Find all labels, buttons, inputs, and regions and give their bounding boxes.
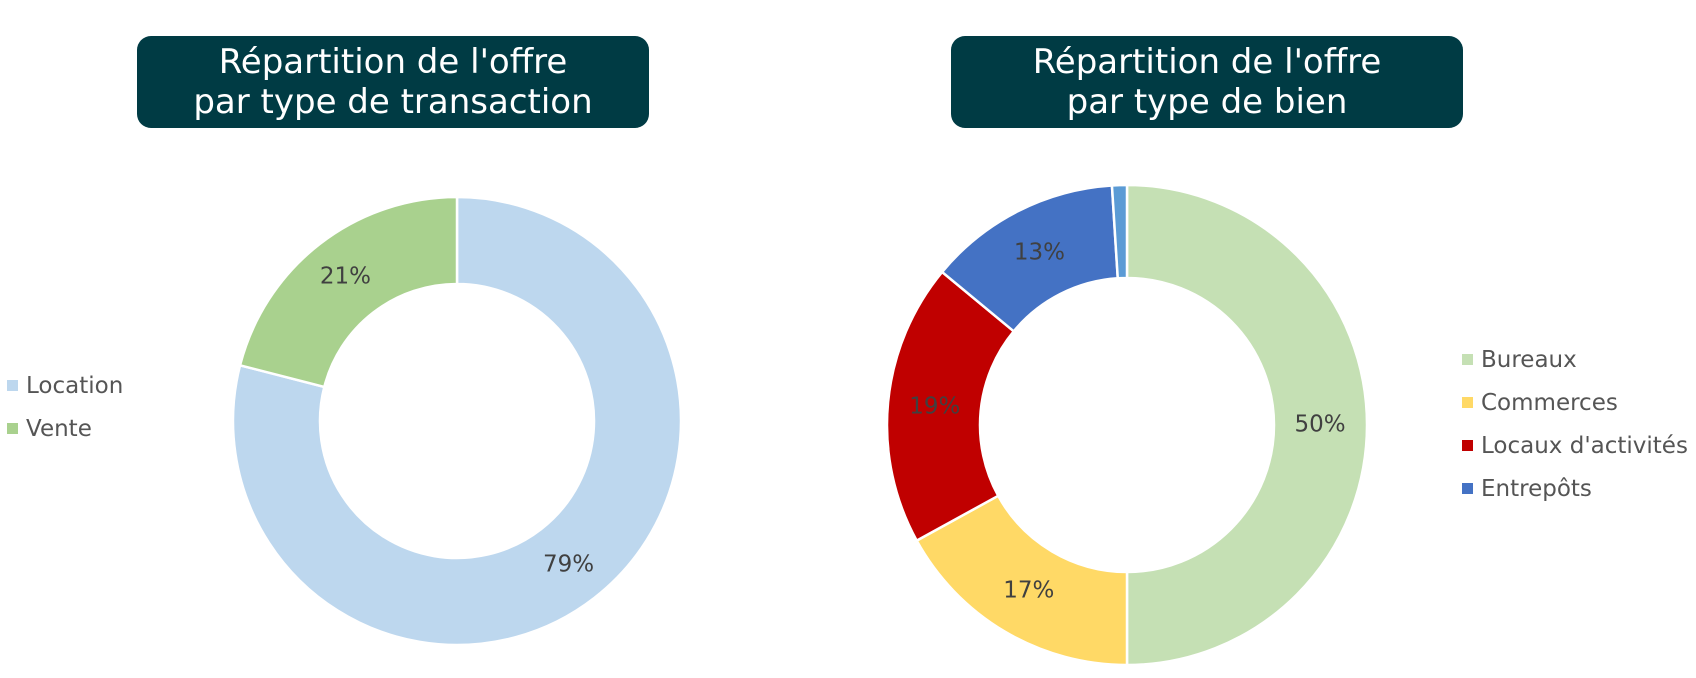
chart1-data-label-vente: 21% (320, 264, 371, 290)
chart2-data-label-locaux-d-activites: 19% (909, 393, 960, 419)
chart1-title-line1: Répartition de l'offre (218, 42, 568, 82)
chart1-slice-location (231, 195, 683, 647)
chart2-legend-label: Locaux d'activités (1481, 432, 1688, 459)
chart1-legend-swatch (7, 423, 18, 434)
chart1-legend-swatch (7, 380, 18, 391)
chart2-legend-swatch (1462, 354, 1473, 365)
chart2-legend-item-bureaux: Bureaux (1462, 338, 1688, 381)
chart1-title: Répartition de l'offre par type de trans… (137, 36, 649, 128)
chart1-legend-label: Location (26, 372, 124, 399)
chart1-slice-vente (238, 195, 459, 389)
chart2-slice-other (1110, 183, 1129, 280)
chart2-title-line2: par type de bien (1066, 82, 1348, 122)
chart1-legend-item-vente: Vente (7, 407, 123, 450)
chart1-legend: Location Vente (7, 364, 123, 450)
chart2-legend-item-entrepots: Entrepôts (1462, 467, 1688, 510)
chart1-legend-item-location: Location (7, 364, 123, 407)
chart2-legend-swatch (1462, 397, 1473, 408)
chart2-legend-label: Bureaux (1481, 346, 1577, 373)
chart2-legend: Bureaux Commerces Locaux d'activités Entrep… (1462, 338, 1688, 510)
chart2-legend-label: Entrepôts (1481, 475, 1592, 502)
chart2-legend-label: Commerces (1481, 389, 1618, 416)
chart2-legend-swatch (1462, 483, 1473, 494)
chart2-legend-swatch (1462, 440, 1473, 451)
chart1-legend-label: Vente (26, 415, 92, 442)
chart2-slice-bureaux (1125, 183, 1369, 667)
chart1-title-line2: par type de transaction (193, 82, 593, 122)
chart2-data-label-bureaux: 50% (1294, 412, 1345, 438)
chart2-title: Répartition de l'offre par type de bien (951, 36, 1463, 128)
chart1-data-label-location: 79% (543, 551, 594, 577)
chart2-data-label-commerces: 17% (1003, 578, 1054, 604)
chart2-data-label-entrepots: 13% (1014, 240, 1065, 266)
chart2-slice-locaux-d-activites (885, 270, 1016, 543)
chart2-title-line1: Répartition de l'offre (1032, 42, 1382, 82)
chart2-legend-item-commerces: Commerces (1462, 381, 1688, 424)
chart2-legend-item-locaux-d-activites: Locaux d'activités (1462, 424, 1688, 467)
